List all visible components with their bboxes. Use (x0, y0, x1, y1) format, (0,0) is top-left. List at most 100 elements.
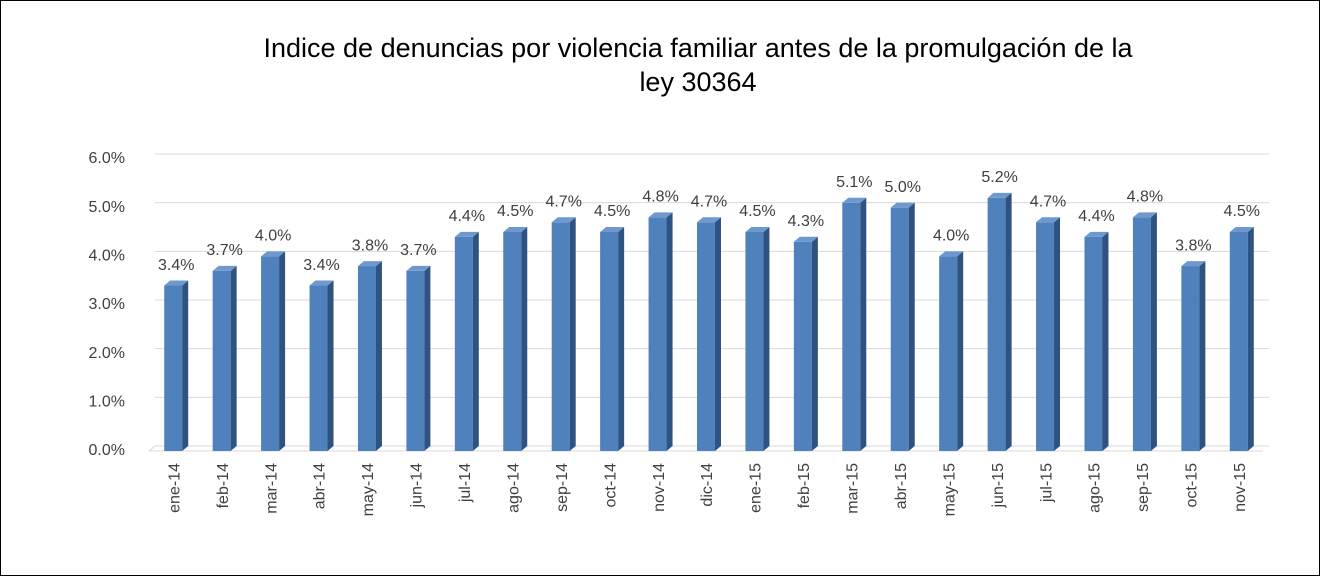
bar-side (666, 212, 673, 451)
bar (503, 232, 522, 451)
data-label: 4.5% (739, 203, 775, 220)
bar-top (212, 265, 237, 271)
bar-top (406, 265, 431, 271)
x-tick-label: feb-14 (215, 463, 232, 508)
bar-top (600, 227, 625, 232)
data-label: 3.7% (206, 242, 242, 259)
data-label: 3.8% (352, 237, 388, 254)
data-label: 4.4% (449, 208, 485, 225)
x-tick-label: abr-14 (312, 463, 329, 509)
x-tick-label: ago-14 (505, 463, 522, 513)
bar (454, 236, 473, 451)
bar (793, 241, 812, 451)
bar-top (309, 280, 334, 286)
bar-side (182, 280, 189, 451)
data-label: 3.8% (1175, 237, 1211, 254)
data-label: 4.0% (255, 228, 291, 245)
bar (309, 285, 328, 451)
bar-side (279, 251, 286, 451)
bar-top (1036, 217, 1061, 223)
y-tick-label: 2.0% (89, 345, 125, 362)
x-tick-label: abr-15 (893, 463, 910, 509)
bar-side (1054, 217, 1061, 451)
bar-side (957, 251, 964, 451)
chart-title: Indice de denuncias por violencia famili… (263, 33, 1133, 97)
bar-side (618, 227, 625, 451)
bar-top (164, 280, 189, 286)
bar-side (763, 227, 770, 451)
bar-side (569, 217, 576, 451)
bar (1084, 236, 1103, 451)
bar-side (1247, 227, 1254, 451)
x-tick-label: may-15 (941, 463, 958, 516)
bar (600, 232, 619, 451)
bar-side (811, 236, 818, 451)
bar-top (939, 251, 964, 257)
bar-top (1181, 261, 1206, 267)
bar (1229, 232, 1248, 451)
bar-side (1005, 192, 1012, 451)
x-tick-label: ene-14 (166, 463, 183, 513)
data-label: 3.4% (303, 257, 339, 274)
data-label: 4.8% (642, 189, 678, 206)
data-label: 3.4% (158, 257, 194, 274)
bar-top (551, 217, 576, 223)
bar-top (1132, 212, 1157, 218)
x-tick-label: oct-14 (602, 463, 619, 508)
bar-side (230, 265, 237, 451)
bar (406, 270, 425, 451)
x-tick-label: ago-15 (1087, 463, 1104, 513)
data-label: 4.5% (1224, 203, 1260, 220)
data-label: 5.0% (885, 179, 921, 196)
x-tick-label: ene-15 (748, 463, 765, 513)
bar-side (1199, 261, 1206, 451)
data-label: 4.7% (691, 193, 727, 210)
data-label: 4.5% (594, 203, 630, 220)
bar-top (745, 227, 770, 232)
data-label: 5.1% (836, 174, 872, 191)
y-tick-label: 5.0% (89, 199, 125, 216)
bar-top (1084, 231, 1109, 237)
bar (939, 256, 958, 451)
data-label: 4.5% (497, 203, 533, 220)
x-tick-label: jun-15 (990, 463, 1007, 509)
data-label: 4.8% (1127, 189, 1163, 206)
bar-side (375, 261, 382, 451)
data-label: 4.0% (933, 228, 969, 245)
y-tick-label: 6.0% (89, 150, 125, 167)
bar (697, 222, 715, 451)
bar (648, 217, 667, 451)
y-tick-label: 4.0% (89, 248, 125, 265)
bar (357, 266, 376, 451)
x-tick-label: jul-14 (457, 463, 474, 503)
bar-top (793, 236, 818, 242)
x-tick-label: sep-14 (554, 463, 571, 512)
data-label: 4.3% (788, 213, 824, 230)
bar (1132, 217, 1151, 451)
x-tick-label: mar-14 (263, 463, 280, 514)
x-tick-label: mar-15 (845, 463, 862, 514)
bar-side (521, 227, 528, 451)
bar-top (503, 227, 528, 232)
bar (890, 207, 909, 451)
bar-side (424, 265, 431, 451)
data-label: 4.7% (545, 193, 581, 210)
bar (212, 270, 231, 451)
bar-side (860, 197, 867, 451)
bar (745, 232, 764, 451)
x-tick-label: feb-15 (796, 463, 813, 508)
x-tick-label: may-14 (360, 463, 377, 516)
bar-top (697, 217, 721, 223)
x-tick-label: jul-15 (1038, 463, 1055, 503)
data-label: 3.7% (400, 242, 436, 259)
chart-title-box: Indice de denuncias por violencia famili… (148, 31, 1248, 99)
x-tick-label: oct-15 (1184, 463, 1201, 508)
y-tick-label: 3.0% (89, 296, 125, 313)
x-tick-label: nov-14 (651, 463, 668, 512)
bar-top (987, 192, 1012, 198)
x-tick-label: nov-15 (1232, 463, 1249, 512)
bar (1036, 222, 1055, 451)
bar-side (715, 217, 721, 451)
data-label: 4.4% (1078, 208, 1114, 225)
